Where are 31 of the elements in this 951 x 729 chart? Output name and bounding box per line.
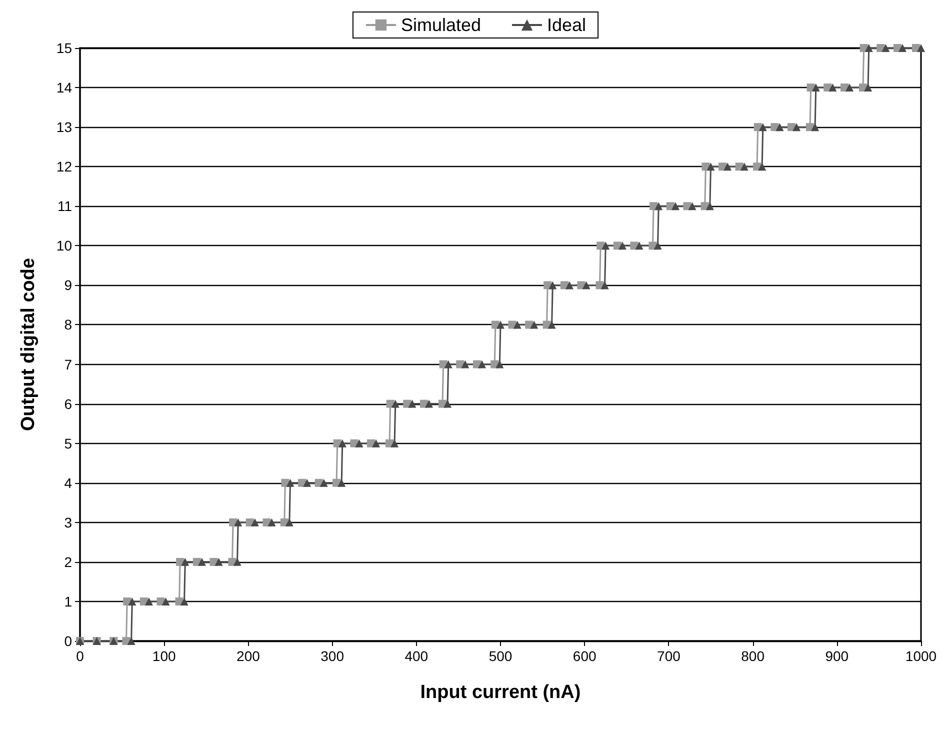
x-tick-label: 700 (657, 648, 681, 664)
y-tick-label: 8 (64, 316, 72, 333)
y-axis-title: Output digital code (18, 258, 39, 432)
y-tick-label: 2 (64, 554, 72, 570)
legend-label: Ideal (547, 15, 586, 35)
y-tick-label: 15 (56, 40, 72, 56)
y-tick-label: 11 (57, 198, 72, 214)
y-tick-label: 10 (56, 238, 72, 254)
x-tick-label: 600 (572, 648, 596, 664)
y-tick-label: 5 (64, 435, 72, 452)
y-tick-label: 7 (64, 356, 72, 372)
legend-label: Simulated (400, 15, 482, 35)
x-tick-label: 400 (404, 648, 428, 664)
y-tick-label: 6 (64, 396, 72, 412)
x-tick-label: 800 (741, 648, 765, 664)
y-tick-label: 14 (56, 80, 72, 96)
y-tick-label: 4 (64, 474, 72, 491)
x-tick-label: 200 (236, 648, 260, 664)
y-tick-label: 1 (64, 593, 72, 610)
x-tick-label: 500 (488, 648, 512, 664)
x-axis-title: Input current (nA) (420, 682, 581, 703)
x-tick-label: 300 (320, 648, 344, 664)
y-tick-label: 9 (64, 277, 72, 294)
y-tick-label: 3 (64, 514, 72, 530)
x-tick-label: 0 (76, 648, 84, 664)
y-tick-label: 13 (56, 119, 72, 136)
x-tick-label: 900 (825, 648, 849, 664)
x-tick-label: 1000 (905, 648, 937, 664)
y-tick-label: 12 (56, 158, 72, 175)
y-tick-label: 0 (64, 633, 72, 649)
x-tick-label: 100 (152, 648, 176, 664)
